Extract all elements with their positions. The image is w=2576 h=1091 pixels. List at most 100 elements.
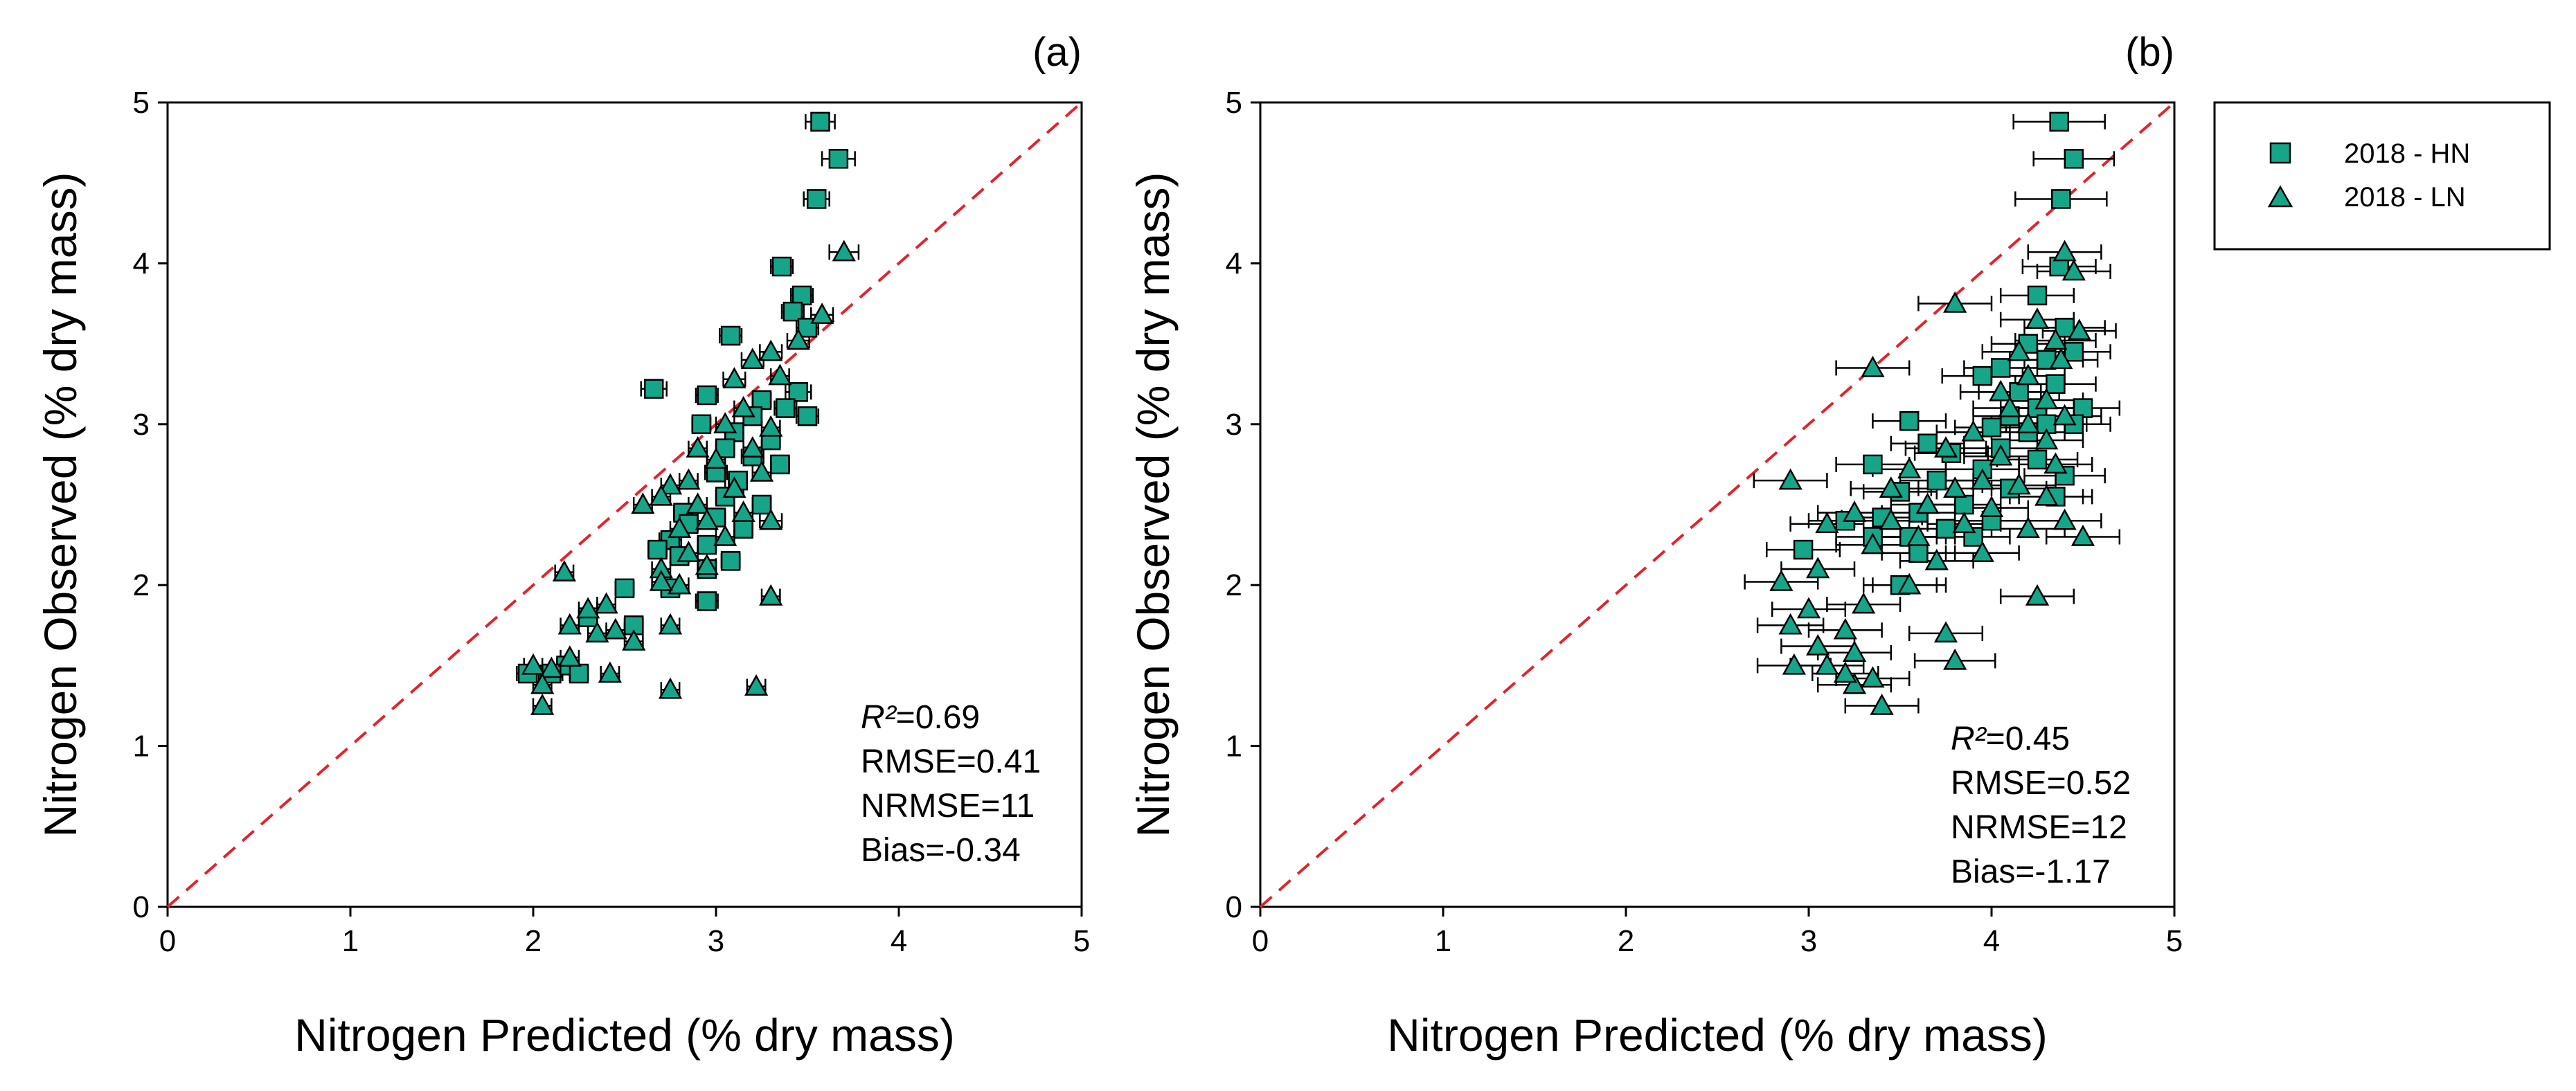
legend-label-ln: 2018 - LN: [2344, 182, 2466, 213]
data-point-ln: [686, 492, 710, 514]
data-point-ln: [759, 415, 783, 437]
x-tick-label: 1: [1435, 924, 1451, 958]
r2-text-a: R²=0.69: [861, 699, 980, 736]
data-point-ln: [539, 656, 564, 678]
data-point-ln: [521, 653, 546, 675]
data-point-hn: [791, 285, 812, 306]
data-point-ln: [2034, 428, 2059, 450]
data-point-ln: [759, 508, 783, 530]
x-tick-label: 4: [891, 924, 907, 958]
data-point-ln: [1915, 492, 1940, 514]
data-point-hn: [1935, 519, 1956, 539]
data-point-ln: [768, 363, 792, 386]
data-point-hn: [770, 454, 790, 475]
data-point-hn: [2009, 382, 2029, 402]
data-point-ln: [658, 613, 683, 635]
x-tick-label: 2: [525, 924, 542, 958]
y-tick-label: 2: [1226, 568, 1242, 602]
panel-b: (b) 0 1 2 3 4 5 0 1 2 3 4 5 Nitrogen Predicted (% d…: [1127, 30, 2183, 1061]
markers-b: [1769, 111, 2095, 715]
identity-line-b: [1259, 101, 2176, 908]
data-point-ln: [649, 569, 673, 591]
x-tick-label: 3: [1800, 924, 1817, 958]
data-point-hn: [647, 539, 668, 560]
data-point-ln: [1933, 621, 1958, 643]
data-point-ln: [530, 693, 555, 715]
data-point-ln: [668, 572, 692, 595]
data-point-ln: [695, 553, 719, 575]
bias-text-b: Bias=-1.17: [1951, 854, 2111, 890]
y-tick-label: 4: [133, 246, 150, 280]
data-point-hn: [2027, 285, 2048, 306]
data-point-ln: [2007, 473, 2031, 495]
data-point-hn: [2064, 149, 2084, 169]
panel-label-a: (a): [1032, 30, 1082, 75]
data-point-hn: [771, 256, 792, 277]
y-tick-label: 5: [1226, 86, 1242, 120]
y-tick-label: 0: [133, 890, 150, 924]
data-point-ln: [2016, 412, 2040, 434]
ticks-b: 0 1 2 3 4 5 0 1 2 3 4 5: [1226, 86, 2183, 958]
data-point-hn: [733, 519, 753, 539]
data-point-hn: [614, 578, 635, 599]
x-tick-label: 0: [159, 924, 176, 958]
data-point-ln: [1924, 548, 1949, 570]
panel-a: (a) 0 1 2 3 4 5 0 1 2 3 4 5 Nitrogen Predicted (% d…: [35, 30, 1090, 1061]
data-point-hn: [643, 379, 664, 399]
data-point-ln: [1970, 541, 1994, 562]
plot-frame-a: [166, 101, 1083, 908]
data-point-ln: [2016, 363, 2040, 386]
data-point-hn: [2049, 111, 2069, 132]
legend-box: [2213, 101, 2551, 251]
data-point-ln: [1778, 613, 1803, 635]
y-tick-label: 1: [133, 730, 150, 764]
data-point-hn: [797, 406, 818, 426]
data-point-hn: [828, 149, 849, 169]
data-point-ln: [759, 339, 783, 361]
data-point-ln: [1806, 557, 1830, 579]
stats-b: R²=0.45 RMSE=0.52 NRMSE=12 Bias=-1.17: [1951, 721, 2131, 890]
data-point-hn: [2046, 374, 2066, 394]
data-point-ln: [603, 617, 627, 640]
data-point-ln: [2025, 307, 2050, 329]
x-tick-label: 5: [2166, 924, 2183, 958]
data-point-ln: [1879, 476, 1903, 498]
data-point-hn: [569, 663, 589, 684]
data-point-hn: [788, 382, 809, 402]
data-point-ln: [1861, 532, 1885, 554]
data-point-ln: [598, 661, 623, 683]
data-point-ln: [1906, 524, 1931, 546]
data-point-ln: [557, 645, 582, 667]
data-point-ln: [677, 541, 701, 562]
data-point-hn: [1899, 411, 1920, 431]
y-tick-label: 4: [1226, 246, 1242, 280]
data-point-ln: [649, 484, 673, 506]
bias-text-a: Bias=-0.34: [861, 832, 1021, 869]
data-point-ln: [1970, 468, 1994, 490]
data-point-ln: [552, 560, 577, 581]
data-point-ln: [2007, 339, 2031, 361]
stats-a: R²=0.69 RMSE=0.41 NRMSE=11 Bias=-0.34: [861, 699, 1041, 869]
data-point-ln: [1943, 648, 1967, 670]
data-point-ln: [557, 613, 582, 635]
data-point-ln: [1861, 666, 1885, 688]
data-point-hn: [751, 494, 772, 515]
y-tick-label: 1: [1226, 730, 1242, 764]
data-point-hn: [2073, 398, 2093, 418]
data-point-hn: [782, 301, 803, 322]
data-point-hn: [1908, 543, 1929, 563]
data-point-ln: [1842, 640, 1867, 662]
data-point-hn: [2051, 189, 2071, 209]
data-point-hn: [1917, 433, 1938, 453]
data-point-ln: [1989, 379, 2013, 402]
data-point-ln: [677, 468, 701, 490]
data-point-ln: [722, 476, 746, 498]
data-point-ln: [731, 501, 755, 522]
data-point-ln: [1870, 693, 1894, 715]
rmse-text-a: RMSE=0.41: [861, 743, 1041, 780]
legend: 2018 - HN 2018 - LN: [2213, 101, 2551, 251]
y-axis-label-a: Nitrogen Observed (% dry mass): [35, 172, 86, 838]
x-tick-label: 0: [1252, 924, 1269, 958]
data-point-ln: [1998, 395, 2022, 417]
data-point-ln: [594, 592, 618, 614]
